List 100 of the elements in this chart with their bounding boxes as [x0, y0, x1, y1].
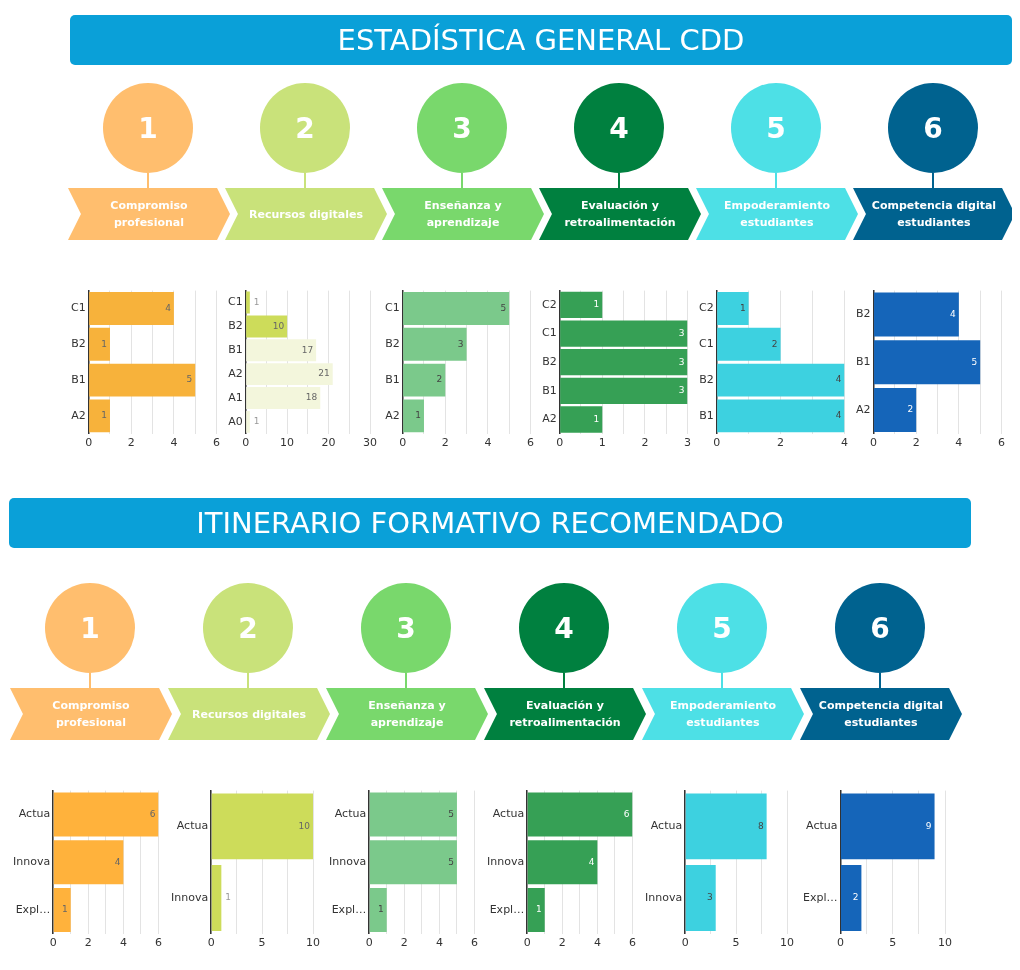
chart-title: 4	[609, 111, 629, 145]
y-tick-label: B1	[228, 343, 243, 357]
x-tick-label: 5	[258, 936, 266, 950]
data-label: 1	[101, 338, 107, 349]
data-label: 5	[448, 808, 454, 819]
data-label: 1	[61, 904, 68, 915]
y-tick-label: A2	[542, 412, 557, 426]
x-tick-label: 5	[889, 936, 897, 950]
x-tick-label: 2	[558, 936, 566, 950]
data-label: 3	[678, 385, 685, 396]
x-tick-label: 0	[49, 936, 57, 950]
x-tick-label: 0	[207, 936, 215, 950]
y-tick-label: B1	[699, 408, 714, 422]
arrow-banner: Competencia digital estudiantes	[853, 188, 1012, 240]
x-tick-label: 6	[527, 436, 534, 450]
chart-title: 5	[712, 611, 732, 645]
data-label: 2	[907, 404, 914, 415]
chart-title: 4	[554, 611, 574, 645]
y-tick-label: A0	[228, 414, 243, 428]
bar	[717, 399, 845, 433]
y-tick-label: Actua	[18, 807, 51, 821]
x-tick-label: 4	[955, 436, 963, 450]
y-tick-label: B1	[385, 372, 400, 386]
circle-badge: 4	[574, 83, 664, 173]
chart-title: 3	[452, 111, 472, 145]
data-label: 1	[593, 299, 600, 310]
circle-badge: 5	[677, 583, 767, 673]
y-tick-label: Expl…	[489, 902, 525, 916]
chart-subtitle: Competencia digital estudiantes	[870, 198, 998, 231]
y-tick-label: Innova	[171, 890, 209, 904]
y-tick-label: Actua	[176, 819, 209, 833]
data-label: 4	[165, 302, 172, 313]
y-tick-label: A1	[228, 390, 243, 404]
x-tick-label: 0	[242, 436, 250, 450]
y-tick-label: B2	[542, 355, 557, 369]
data-label: 1	[377, 904, 384, 915]
y-tick-label: C2	[698, 301, 714, 315]
bar	[527, 840, 598, 885]
x-tick-label: 1	[598, 436, 606, 450]
data-label: 2	[852, 892, 859, 903]
bar	[874, 340, 981, 385]
data-label: 3	[678, 356, 685, 367]
y-tick-label: Innova	[13, 855, 51, 869]
circle-badge: 6	[835, 583, 925, 673]
bar	[246, 387, 321, 409]
y-tick-label: B2	[71, 337, 86, 351]
chart-subtitle: Empoderamiento estudiantes	[723, 198, 831, 231]
x-tick-label: 5	[732, 936, 740, 950]
chart-subtitle: Compromiso profesional	[109, 198, 189, 231]
bar	[403, 399, 424, 433]
chart-title: 2	[295, 111, 315, 145]
bar	[874, 292, 959, 337]
chart-subtitle: Empoderamiento estudiantes	[669, 698, 777, 731]
x-tick-label: 20	[321, 436, 336, 450]
y-tick-label: Actua	[492, 807, 525, 821]
data-label: 1	[253, 296, 260, 307]
bar	[246, 410, 250, 433]
x-tick-label: 2	[777, 436, 785, 450]
bar	[53, 887, 71, 932]
chart-title: 5	[766, 111, 786, 145]
chart-subtitle: Evaluación y retroalimentación	[508, 698, 622, 731]
data-label: 4	[835, 410, 842, 421]
data-label: 1	[253, 416, 260, 427]
x-tick-label: 0	[85, 436, 93, 450]
circle-badge: 4	[519, 583, 609, 673]
y-tick-label: C1	[70, 301, 86, 315]
bar	[403, 327, 467, 361]
chart-subtitle: Competencia digital estudiantes	[817, 698, 945, 731]
bar	[246, 339, 317, 362]
arrow-banner: Empoderamiento estudiantes	[642, 688, 804, 740]
y-tick-label: C1	[384, 301, 400, 315]
y-tick-label: Expl…	[15, 902, 51, 916]
chart-subtitle: Enseñanza y aprendizaje	[423, 198, 503, 231]
x-tick-label: 30	[363, 436, 377, 450]
data-label: 4	[588, 856, 595, 867]
y-tick-label: B2	[228, 319, 243, 333]
x-tick-label: 0	[837, 936, 844, 950]
data-label: 5	[448, 856, 454, 867]
data-label: 10	[272, 320, 285, 331]
data-label: 5	[971, 356, 978, 367]
x-tick-label: 2	[641, 436, 649, 450]
bar	[717, 292, 749, 325]
arrow-banner: Recursos digitales	[225, 188, 387, 240]
x-tick-label: 6	[998, 436, 1005, 450]
x-tick-label: 4	[435, 936, 443, 950]
data-label: 3	[706, 892, 713, 903]
data-label: 3	[457, 338, 464, 349]
y-tick-label: A2	[856, 402, 871, 416]
arrow-banner: Recursos digitales	[168, 688, 330, 740]
x-tick-label: 6	[471, 936, 478, 950]
arrow-banner: Competencia digital estudiantes	[800, 688, 962, 740]
chart-title: 3	[396, 611, 416, 645]
x-tick-label: 6	[213, 436, 220, 450]
data-label: 4	[835, 374, 842, 385]
y-tick-label: Innova	[487, 855, 525, 869]
chart-subtitle: Recursos digitales	[248, 206, 364, 223]
y-tick-label: C1	[227, 295, 243, 309]
chart-title: 2	[238, 611, 258, 645]
y-tick-label: C1	[698, 337, 714, 351]
chart-title: 1	[80, 611, 100, 645]
